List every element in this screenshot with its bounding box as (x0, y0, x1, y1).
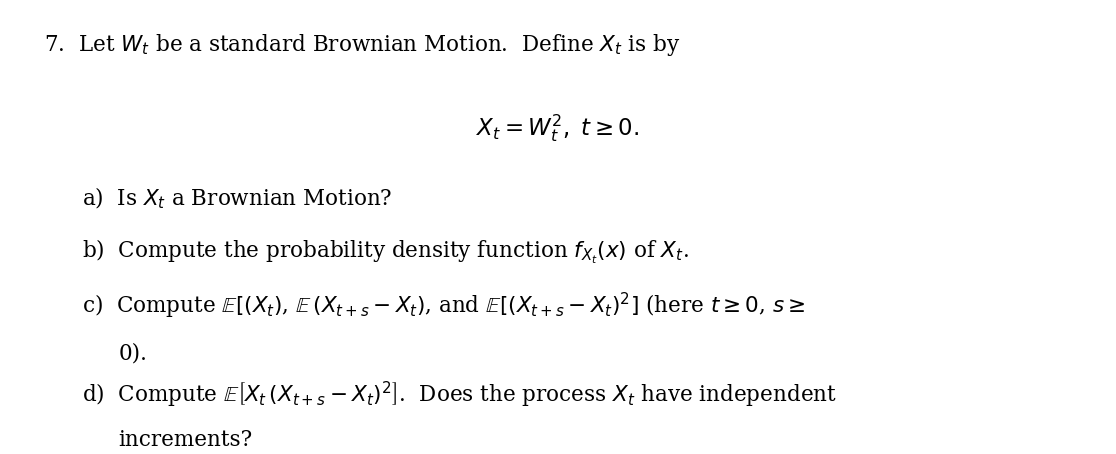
Text: $X_t = W_t^2, \; t \geq 0.$: $X_t = W_t^2, \; t \geq 0.$ (477, 112, 639, 144)
Text: increments?: increments? (118, 429, 252, 451)
Text: b)  Compute the probability density function $f_{X_t}(x)$ of $X_t$.: b) Compute the probability density funct… (81, 238, 689, 266)
Text: c)  Compute $\mathbb{E}[(X_t)$, $\mathbb{E}\,(X_{t+s} - X_t)$, and $\mathbb{E}[(: c) Compute $\mathbb{E}[(X_t)$, $\mathbb{… (81, 290, 805, 321)
Text: 7.  Let $W_t$ be a standard Brownian Motion.  Define $X_t$ is by: 7. Let $W_t$ be a standard Brownian Moti… (44, 32, 680, 58)
Text: d)  Compute $\mathbb{E}\left[X_t\,(X_{t+s} - X_t)^2\right]$.  Does the process $: d) Compute $\mathbb{E}\left[X_t\,(X_{t+s… (81, 380, 837, 410)
Text: a)  Is $X_t$ a Brownian Motion?: a) Is $X_t$ a Brownian Motion? (81, 186, 392, 211)
Text: 0).: 0). (118, 342, 147, 365)
